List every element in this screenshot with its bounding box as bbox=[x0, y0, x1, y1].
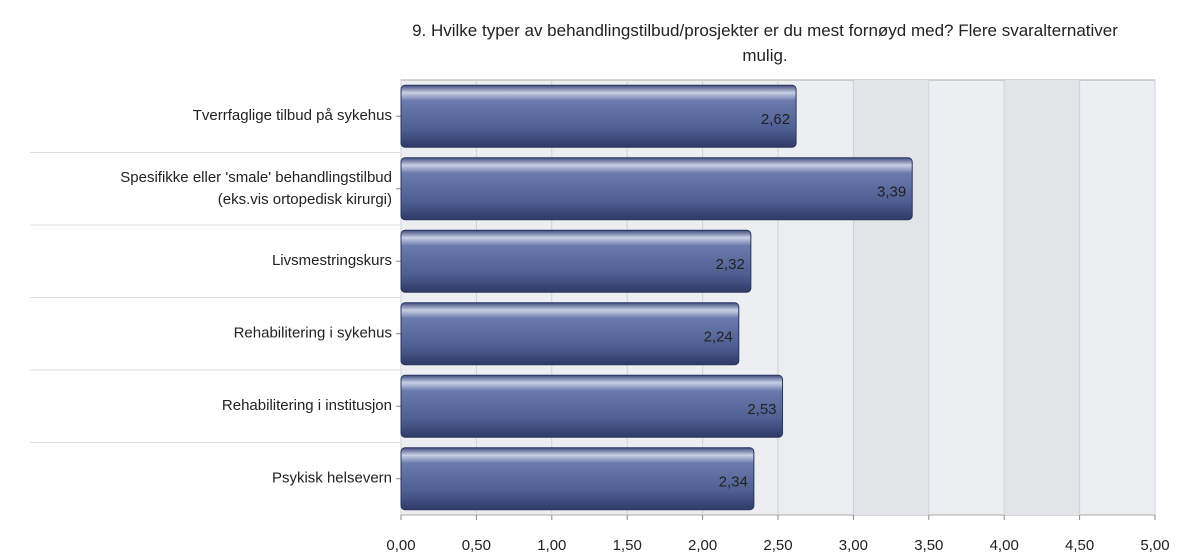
bar bbox=[400, 157, 913, 221]
y-tick-label: Rehabilitering i institusjon bbox=[222, 397, 392, 414]
data-label: 3,39 bbox=[877, 184, 906, 201]
y-tick-label: Psykisk helsevern bbox=[272, 470, 392, 487]
grid-band bbox=[853, 80, 929, 515]
y-tick-label: Spesifikke eller 'smale' behandlingstilb… bbox=[120, 169, 392, 208]
data-label: 2,34 bbox=[719, 474, 748, 491]
x-tick-label: 5,00 bbox=[1140, 537, 1169, 554]
bar bbox=[400, 84, 797, 148]
x-tick-label: 2,00 bbox=[688, 537, 717, 554]
x-tick-label: 1,50 bbox=[613, 537, 642, 554]
data-label: 2,62 bbox=[761, 111, 790, 128]
bar bbox=[400, 374, 784, 438]
data-label: 2,53 bbox=[747, 401, 776, 418]
x-tick-label: 3,50 bbox=[914, 537, 943, 554]
y-tick-label: Rehabilitering i sykehus bbox=[234, 325, 392, 342]
x-tick-label: 1,00 bbox=[537, 537, 566, 554]
chart-title: 9. Hvilke typer av behandlingstilbud/pro… bbox=[412, 21, 1118, 65]
grid-band bbox=[1004, 80, 1080, 515]
bar bbox=[400, 302, 740, 366]
x-tick-label: 2,50 bbox=[763, 537, 792, 554]
data-label: 2,24 bbox=[704, 329, 733, 346]
data-label: 2,32 bbox=[716, 256, 745, 273]
x-tick-label: 4,00 bbox=[990, 537, 1019, 554]
bar bbox=[400, 447, 755, 511]
x-tick-label: 0,00 bbox=[386, 537, 415, 554]
x-tick-label: 3,00 bbox=[839, 537, 868, 554]
x-tick-label: 0,50 bbox=[462, 537, 491, 554]
x-tick-label: 4,50 bbox=[1065, 537, 1094, 554]
y-tick-label: Livsmestringskurs bbox=[272, 252, 392, 269]
bar bbox=[400, 229, 752, 293]
y-tick-label: Tverrfaglige tilbud på sykehus bbox=[193, 107, 392, 124]
